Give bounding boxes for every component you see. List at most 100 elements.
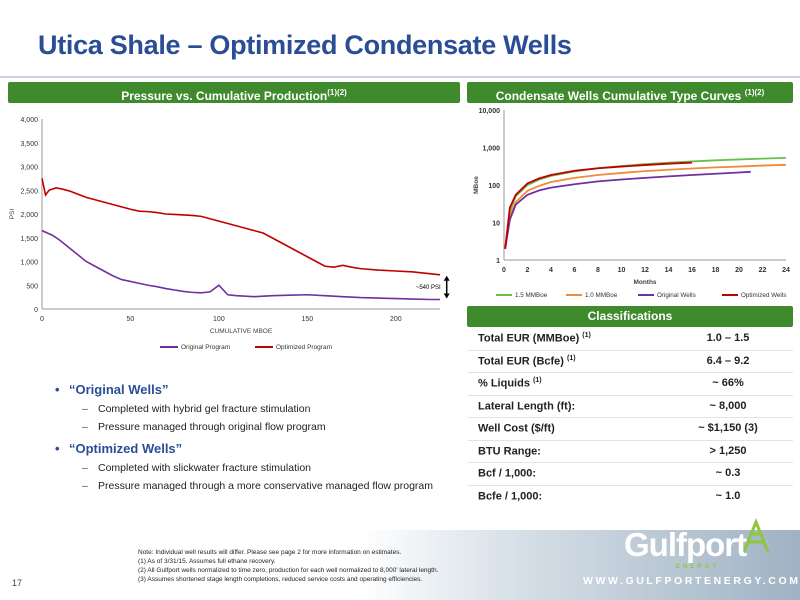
bullet-heading-original: “Original Wells”	[55, 382, 455, 397]
type-curves-banner-sup: (1)(2)	[744, 88, 765, 97]
row-value: ~ $1,150 (3)	[698, 422, 758, 434]
row-label: Bcf / 1,000:	[478, 467, 537, 480]
type-curves-banner: Condensate Wells Cumulative Type Curves …	[467, 82, 793, 103]
row-value: > 1,250	[709, 444, 747, 457]
y-tick-label: 10,000	[479, 108, 501, 115]
footnote: (2) All Gulfport wells normalized to tim…	[138, 567, 439, 574]
website-url: WWW.GULFPORTENERGY.COM	[583, 575, 800, 587]
x-tick-label: 18	[712, 267, 720, 274]
row-value: ~ 1.0	[715, 489, 741, 502]
series-line-optimized-wells	[504, 161, 693, 249]
footer-band	[0, 530, 800, 600]
row-value: ~ 0.3	[715, 467, 741, 479]
logo-text: Gulfport	[624, 526, 747, 563]
annotation-label: ~540 PSI	[416, 285, 441, 291]
bullet-item: Completed with slickwater fracture stimu…	[82, 462, 455, 474]
x-tick-label: 8	[596, 267, 600, 274]
table-row: BTU Range: > 1,250	[468, 441, 793, 463]
bullet-item: Completed with hybrid gel fracture stimu…	[82, 403, 455, 415]
legend-label: Optimized Wells	[741, 292, 786, 299]
y-axis-label: MBoe	[473, 176, 480, 194]
pressure-banner-text: Pressure vs. Cumulative Production	[121, 89, 328, 103]
row-label: Lateral Length (ft):	[478, 400, 576, 413]
y-tick-label: 500	[26, 283, 38, 290]
row-label: Total EUR (MMBoe) (1)	[478, 332, 591, 345]
row-label: Total EUR (Bcfe) (1)	[478, 354, 576, 368]
y-tick-label: 1,000	[482, 146, 500, 153]
series-line-original-program	[41, 229, 440, 301]
bullet-item: Pressure managed through original flow p…	[82, 421, 455, 433]
classifications-banner: Classifications	[467, 306, 793, 327]
x-tick-label: 16	[688, 267, 696, 274]
y-tick-label: 1,500	[20, 236, 38, 243]
x-tick-label: 200	[390, 316, 402, 323]
bullet-list: “Original Wells” Completed with hybrid g…	[55, 378, 455, 492]
series-line-optimized-program	[41, 178, 441, 276]
y-axis-label: PSI	[9, 209, 16, 220]
gulfport-logo: Gulfport ENERGY	[614, 518, 794, 574]
row-value: ~ 66%	[712, 377, 744, 389]
x-tick-label: 0	[40, 316, 44, 323]
title-rule	[0, 76, 800, 78]
x-tick-label: 150	[301, 316, 313, 323]
y-tick-label: 0	[34, 307, 38, 314]
y-tick-label: 2,500	[20, 188, 38, 195]
logo-derrick-icon	[742, 518, 770, 553]
row-label: Well Cost ($/ft)	[478, 422, 555, 435]
footnote: (1) As of 3/31/15. Assumes full ethane r…	[138, 558, 276, 565]
page-title: Utica Shale – Optimized Condensate Wells	[38, 30, 572, 60]
footnotes: Note: Individual well results will diffe…	[138, 548, 558, 584]
page-number: 17	[12, 578, 23, 588]
table-row: Total EUR (Bcfe) (1) 6.4 – 9.2	[468, 351, 793, 373]
x-tick-label: 0	[502, 267, 506, 274]
x-tick-label: 100	[213, 316, 225, 323]
bullet-heading-optimized: “Optimized Wells”	[55, 441, 455, 456]
x-tick-label: 20	[735, 267, 743, 274]
pressure-chart-banner: Pressure vs. Cumulative Production(1)(2)	[8, 82, 460, 103]
x-tick-label: 22	[759, 267, 767, 274]
row-value: 6.4 – 9.2	[706, 354, 750, 367]
y-tick-label: 3,000	[20, 165, 38, 172]
y-tick-label: 1	[496, 258, 500, 265]
table-row: Bcfe / 1,000: ~ 1.0	[468, 486, 793, 509]
series-line-1-0-mmboe	[504, 163, 787, 249]
table-row: Lateral Length (ft): ~ 8,000	[468, 396, 793, 418]
row-value: 1.0 – 1.5	[706, 332, 750, 344]
pressure-banner-sup: (1)(2)	[327, 88, 347, 97]
y-tick-label: 1,000	[20, 260, 38, 267]
y-tick-label: 2,000	[20, 212, 38, 219]
x-axis-label: CUMULATIVE MBOE	[210, 328, 273, 335]
row-label: Bcfe / 1,000:	[478, 490, 543, 503]
x-tick-label: 6	[573, 267, 577, 274]
annotation-arrow-head-down	[443, 293, 450, 299]
x-axis-label: Months	[633, 279, 656, 286]
type-curves-banner-text: Condensate Wells Cumulative Type Curves	[495, 89, 745, 103]
x-tick-label: 50	[127, 316, 135, 323]
footnote: Note: Individual well results will diffe…	[138, 549, 402, 556]
x-tick-label: 10	[618, 267, 626, 274]
legend-label: Optimized Program	[276, 344, 332, 351]
row-label: BTU Range:	[478, 445, 541, 458]
logo-subtext: ENERGY	[676, 564, 720, 570]
y-tick-label: 10	[492, 221, 500, 228]
x-tick-label: 14	[665, 267, 673, 274]
classifications-table: Total EUR (MMBoe) (1) 1.0 – 1.5 Total EUR…	[468, 328, 793, 508]
pressure-chart: 0 500 1,000 1,500 2,000 2,500 3,000 3,500 4,000 0…	[9, 117, 450, 351]
x-tick-label: 24	[782, 267, 790, 274]
table-row: % Liquids (1) ~ 66%	[468, 373, 793, 396]
series-line-original-wells	[504, 170, 751, 249]
table-row: Total EUR (MMBoe) (1) 1.0 – 1.5	[468, 328, 793, 351]
x-tick-label: 2	[526, 267, 530, 274]
annotation-arrow-head-up	[443, 275, 450, 281]
row-value: ~ 8,000	[709, 399, 747, 412]
row-label: % Liquids (1)	[478, 377, 542, 390]
x-tick-label: 4	[549, 267, 553, 274]
table-row: Well Cost ($/ft) ~ $1,150 (3)	[468, 418, 793, 441]
bullet-item: Pressure managed through a more conserva…	[82, 480, 455, 492]
legend-label: Original Wells	[657, 292, 696, 299]
y-tick-label: 100	[488, 183, 500, 190]
footnote: (3) Assumes shortened stage length compl…	[138, 576, 423, 583]
legend-label: Original Program	[181, 344, 230, 351]
legend-label: 1.5 MMBoe	[515, 292, 548, 299]
